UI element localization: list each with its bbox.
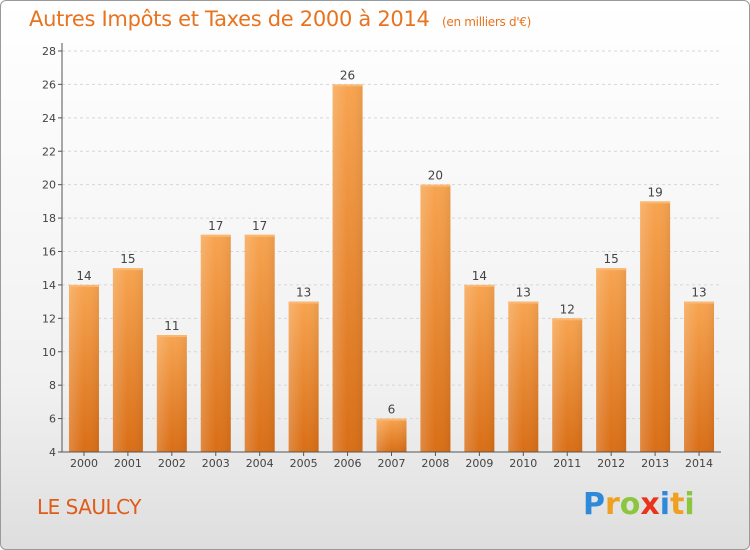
bar-top	[508, 301, 539, 304]
x-tick-label: 2007	[378, 457, 406, 470]
bar-shade	[68, 284, 99, 452]
logo-letter: r	[605, 487, 620, 522]
x-tick-label: 2000	[70, 457, 98, 470]
y-tick-label: 16	[42, 246, 56, 259]
x-tick-label: 2013	[641, 457, 669, 470]
bar-shade	[332, 84, 363, 453]
bar-top	[156, 335, 187, 338]
y-axis: 4 6 8 10 12 14 16 18 20 22 24 26 28	[42, 43, 63, 459]
x-tick-label: 2001	[114, 457, 142, 470]
y-tick-label: 14	[42, 279, 56, 292]
logo-letter: o	[619, 487, 641, 522]
bar-value-label: 26	[340, 68, 355, 82]
y-tick-label: 8	[49, 379, 56, 392]
bar-shade	[596, 268, 627, 452]
x-tick-label: 2014	[685, 457, 713, 470]
bar-shade	[288, 301, 319, 452]
x-axis: 2000 2001 2002 2003 2004 2005 2006 2007 2008 2009…	[62, 451, 721, 470]
bar-shade	[552, 318, 583, 452]
y-tick-label: 20	[42, 179, 56, 192]
logo-letter: i	[659, 487, 671, 522]
bar-value-label: 15	[120, 252, 135, 266]
x-tick-label: 2002	[158, 457, 186, 470]
bars: 14 15 11 17 17 13 26 6 20 14 13 12 15 19 13	[68, 68, 715, 453]
bar-value-label: 12	[560, 302, 575, 316]
bar-value-label: 20	[428, 169, 443, 183]
y-tick-label: 6	[49, 413, 56, 426]
x-tick-label: 2004	[246, 457, 274, 470]
town-name: LE SAULCY	[37, 495, 142, 519]
x-tick-label: 2003	[202, 457, 230, 470]
bar-value-label: 14	[76, 269, 91, 283]
logo-letter: i	[684, 487, 695, 522]
bar-shade	[464, 284, 495, 452]
bar-value-label: 13	[296, 286, 311, 300]
bar-shade	[684, 301, 715, 452]
y-tick-label: 18	[42, 212, 56, 225]
bar-value-label: 6	[388, 403, 396, 417]
bar-shade	[420, 184, 451, 452]
x-tick-label: 2012	[597, 457, 625, 470]
bar-shade	[200, 234, 231, 452]
bar-shade	[244, 234, 275, 452]
x-tick-label: 2009	[465, 457, 493, 470]
proxiti-logo: Proxiti	[583, 487, 695, 522]
bar-top	[684, 301, 715, 304]
bar-shade	[156, 335, 187, 452]
bar-shade	[376, 418, 407, 452]
bar-value-label: 11	[164, 319, 179, 333]
x-tick-label: 2010	[509, 457, 537, 470]
bar-top	[288, 301, 319, 304]
x-tick-label: 2008	[421, 457, 449, 470]
bar-value-label: 13	[516, 286, 531, 300]
bar-value-label: 17	[208, 219, 223, 233]
bar-top	[332, 84, 363, 87]
y-tick-label: 4	[49, 446, 56, 459]
y-tick-label: 12	[42, 312, 56, 325]
logo-letter: P	[583, 487, 605, 522]
bar-top	[552, 318, 583, 321]
chart-subtitle: (en milliers d'€)	[442, 15, 532, 29]
y-tick-label: 22	[42, 145, 56, 158]
y-tick-label: 28	[42, 45, 56, 58]
y-tick-label: 10	[42, 346, 56, 359]
bar-top	[244, 234, 275, 237]
x-tick-label: 2006	[334, 457, 362, 470]
bar-top	[420, 184, 451, 187]
logo-letter: x	[640, 487, 660, 522]
bar-shade	[112, 268, 143, 452]
logo-letter: t	[670, 487, 685, 522]
y-tick-label: 24	[42, 112, 56, 125]
chart-title-text: Autres Impôts et Taxes de 2000 à 2014	[29, 7, 430, 31]
y-tick-label: 26	[42, 78, 56, 91]
x-tick-label: 2011	[553, 457, 581, 470]
bar-value-label: 19	[647, 185, 662, 199]
bar-top	[200, 234, 231, 237]
bar-top	[464, 284, 495, 287]
bar-top	[68, 284, 99, 287]
bar-shade	[508, 301, 539, 452]
bar-top	[596, 268, 627, 271]
chart-title: Autres Impôts et Taxes de 2000 à 2014 (e…	[29, 7, 531, 31]
bar-top	[376, 418, 407, 421]
bar-value-label: 15	[604, 252, 619, 266]
bar-top	[640, 201, 671, 204]
bar-value-label: 13	[691, 286, 706, 300]
bar-value-label: 17	[252, 219, 267, 233]
bar-top	[112, 268, 143, 271]
x-tick-label: 2005	[290, 457, 318, 470]
bar-shade	[640, 201, 671, 452]
bar-value-label: 14	[472, 269, 487, 283]
